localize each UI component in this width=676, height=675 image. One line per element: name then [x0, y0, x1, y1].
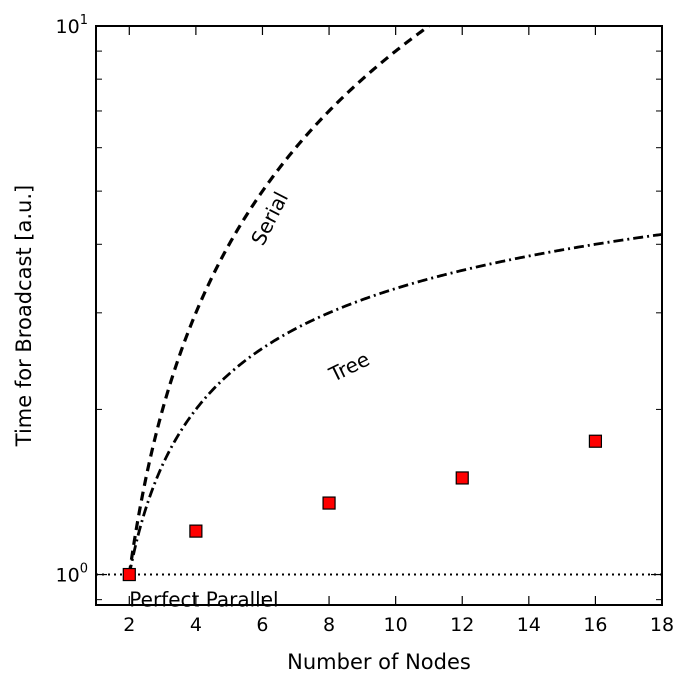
x-tick-label: 18 [650, 614, 674, 636]
x-tick-label: 16 [583, 614, 607, 636]
serial-line [127, 26, 430, 575]
plot-frame [95, 25, 663, 606]
x-tick-label: 12 [450, 614, 474, 636]
axis-ticks [96, 25, 663, 605]
serial-label: Serial [246, 188, 293, 249]
data-point [189, 524, 203, 538]
x-tick-label: 14 [517, 614, 541, 636]
x-tick-label: 10 [384, 614, 408, 636]
x-axis-label: Number of Nodes [287, 650, 471, 674]
data-point [588, 434, 603, 448]
x-tick-label: 4 [190, 614, 202, 636]
y-tick-label: 100 [56, 562, 88, 587]
series-annotations: Serial Tree Perfect Parallel [129, 188, 373, 612]
perfect-parallel-label: Perfect Parallel [129, 588, 278, 612]
y-tick-label: 101 [56, 13, 88, 38]
x-tick-label: 2 [123, 614, 135, 636]
x-tick-label: 8 [323, 614, 335, 636]
plot-area [96, 26, 662, 582]
x-tick-label: 6 [256, 614, 268, 636]
tick-labels: 2 4 6 8 10 12 14 16 18 100 101 [56, 13, 675, 636]
tree-label: Tree [324, 347, 373, 387]
data-point [455, 471, 469, 485]
data-point [122, 567, 136, 582]
data-point [322, 496, 336, 510]
y-axis-label: Time for Broadcast [a.u.] [12, 185, 36, 447]
